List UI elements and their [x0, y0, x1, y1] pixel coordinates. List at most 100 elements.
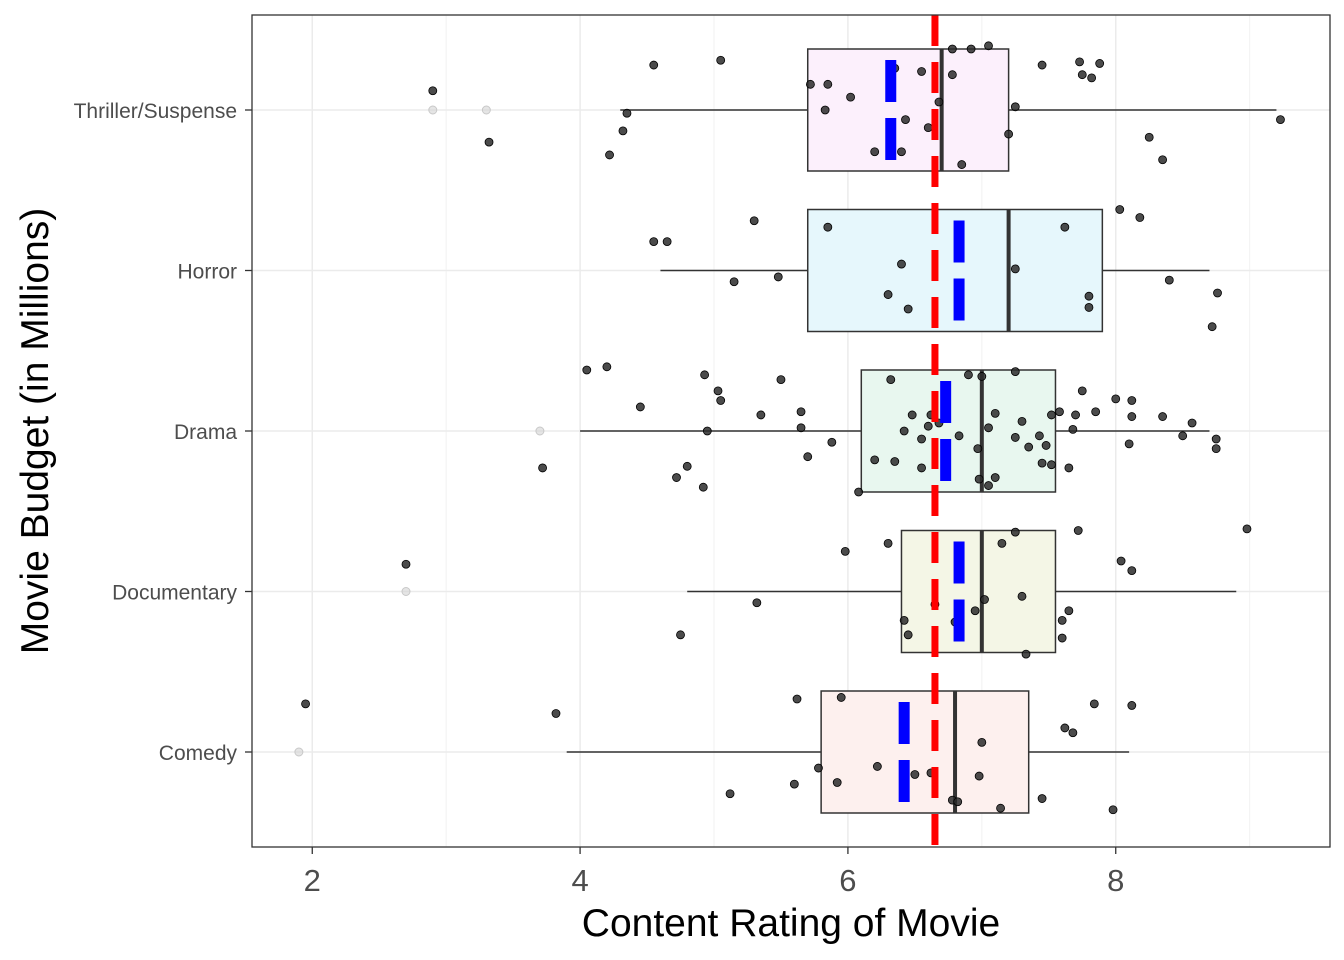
iqr-box-documentary: [900, 529, 1057, 654]
y-tick-label: Comedy: [159, 742, 238, 765]
data-point: [622, 108, 632, 118]
data-point: [538, 463, 547, 473]
data-point: [1116, 556, 1126, 566]
data-point: [1077, 70, 1087, 80]
x-tick-label: 6: [839, 863, 856, 898]
data-point: [676, 630, 685, 640]
data-point: [700, 370, 710, 380]
y-tick-label: Drama: [174, 421, 237, 444]
data-point: [1037, 60, 1047, 70]
data-point: [1024, 442, 1034, 452]
data-point: [1095, 59, 1105, 68]
data-point: [1068, 424, 1078, 434]
data-point: [1064, 463, 1074, 473]
box-drama: [580, 369, 1210, 493]
data-point: [984, 481, 993, 490]
data-point: [923, 421, 933, 431]
data-point: [1127, 701, 1137, 710]
data-point: [977, 372, 987, 381]
data-point: [977, 737, 987, 747]
data-point: [729, 277, 739, 287]
iqr-box-thriller-suspense: [806, 48, 1010, 172]
data-point: [1087, 73, 1097, 83]
data-point: [897, 147, 906, 157]
data-point: [698, 482, 708, 492]
data-point: [973, 444, 983, 454]
data-point: [803, 452, 813, 462]
data-point: [1057, 615, 1067, 625]
data-point: [954, 431, 964, 441]
data-point: [964, 370, 973, 380]
data-point: [773, 272, 783, 282]
data-point: [662, 237, 672, 247]
data-point: [1089, 699, 1099, 709]
data-point: [953, 797, 963, 807]
data-point: [846, 92, 855, 102]
data-point: [789, 779, 799, 789]
data-point: [823, 79, 833, 89]
data-point: [1108, 805, 1118, 815]
data-point: [990, 473, 1000, 482]
data-point: [970, 606, 980, 616]
data-point: [1037, 794, 1047, 803]
data-point: [836, 693, 846, 702]
data-point: [899, 615, 909, 625]
data-point: [886, 375, 896, 385]
data-point: [1077, 386, 1087, 396]
data-point: [1158, 412, 1168, 421]
data-point: [890, 457, 900, 466]
data-point: [910, 770, 920, 779]
data-point: [605, 150, 614, 160]
data-point: [1021, 649, 1031, 659]
data-point: [1064, 606, 1074, 616]
data-point: [1071, 410, 1080, 420]
data-point: [1127, 412, 1137, 421]
x-tick-label: 2: [304, 863, 321, 898]
data-point: [1213, 288, 1222, 298]
data-point: [1115, 205, 1125, 214]
data-point: [820, 105, 830, 115]
data-point: [1164, 275, 1174, 285]
data-point: [1004, 129, 1014, 139]
data-point: [776, 375, 786, 385]
iqr-box-comedy: [820, 690, 1030, 814]
x-axis-ticks: 2 4 6 8: [304, 847, 1124, 898]
data-point: [899, 426, 909, 436]
data-point: [1084, 303, 1094, 312]
data-point: [401, 559, 411, 569]
data-point: [854, 487, 864, 497]
data-point: [984, 41, 993, 51]
data-point: [1111, 394, 1121, 404]
iqr-box-drama: [860, 369, 1057, 493]
data-point: [1211, 434, 1221, 444]
data-point: [792, 694, 802, 704]
data-point: [484, 137, 494, 147]
data-point: [903, 630, 913, 640]
data-point: [1084, 291, 1094, 301]
x-tick-label: 4: [571, 863, 588, 898]
data-point: [1158, 155, 1168, 165]
data-point: [1073, 526, 1083, 535]
outlier-point: [294, 747, 304, 757]
y-tick-label: Documentary: [112, 582, 237, 605]
data-point: [756, 410, 766, 420]
data-point: [1127, 566, 1137, 576]
data-point: [716, 55, 726, 65]
data-point: [947, 44, 957, 54]
data-point: [984, 423, 993, 433]
data-point: [1037, 458, 1047, 468]
data-point: [752, 598, 762, 608]
data-point: [823, 222, 833, 232]
data-point: [618, 126, 628, 136]
outlier-point: [401, 587, 411, 596]
data-point: [870, 147, 880, 157]
data-point: [1144, 132, 1154, 142]
data-point: [917, 67, 926, 76]
data-point: [1055, 407, 1064, 417]
data-point: [1127, 396, 1137, 405]
data-point: [1010, 102, 1020, 112]
data-point: [947, 70, 957, 80]
data-point: [897, 259, 906, 269]
data-point: [1276, 115, 1285, 125]
